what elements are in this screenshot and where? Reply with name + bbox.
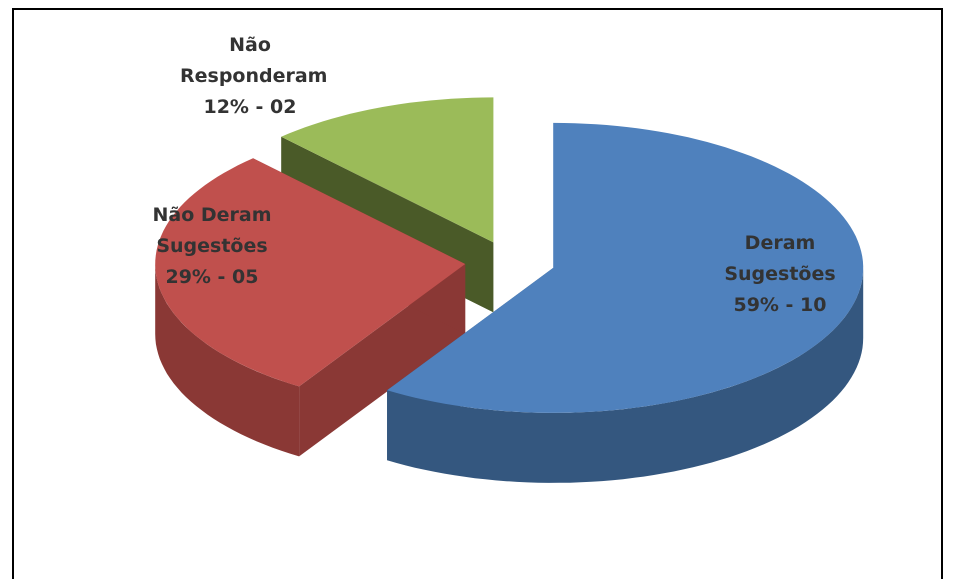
category-label: Deram Sugestões [724, 232, 836, 285]
slice [387, 122, 864, 483]
category-label: Não Responderam [180, 34, 328, 87]
slice-top [155, 158, 466, 387]
chart-frame [12, 8, 943, 579]
slice-outer-wall [155, 264, 300, 457]
slice [155, 158, 466, 457]
value-label: 29% - 05 [165, 266, 259, 288]
slice-outer-wall [387, 267, 864, 483]
data-label: Deram Sugestões 59% - 10 [715, 228, 845, 321]
category-label: Não Deram Sugestões [152, 204, 272, 257]
value-label: 59% - 10 [733, 294, 827, 316]
data-label: Não Responderam 12% - 02 [180, 30, 328, 123]
slice-top [387, 122, 864, 413]
slice-top [281, 97, 494, 243]
value-label: 12% - 02 [203, 96, 297, 118]
data-label: Não Deram Sugestões 29% - 05 [147, 200, 277, 293]
